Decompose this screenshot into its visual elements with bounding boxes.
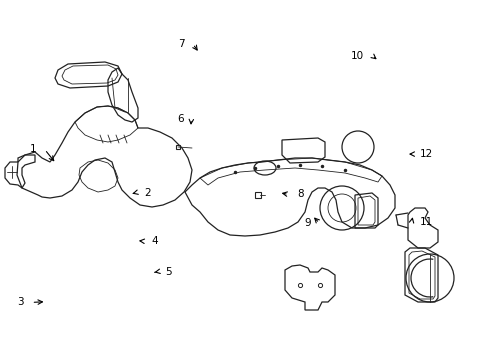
Text: 7: 7 xyxy=(178,39,184,49)
Text: 6: 6 xyxy=(176,114,183,124)
Text: 9: 9 xyxy=(304,218,311,228)
Text: 2: 2 xyxy=(144,188,151,198)
Text: 3: 3 xyxy=(17,297,23,307)
Text: 12: 12 xyxy=(419,149,432,159)
Text: 4: 4 xyxy=(151,236,158,246)
Text: 5: 5 xyxy=(165,267,172,277)
Text: 10: 10 xyxy=(350,51,364,61)
Text: 11: 11 xyxy=(419,217,432,228)
Text: 1: 1 xyxy=(30,144,37,154)
Text: 8: 8 xyxy=(296,189,303,199)
